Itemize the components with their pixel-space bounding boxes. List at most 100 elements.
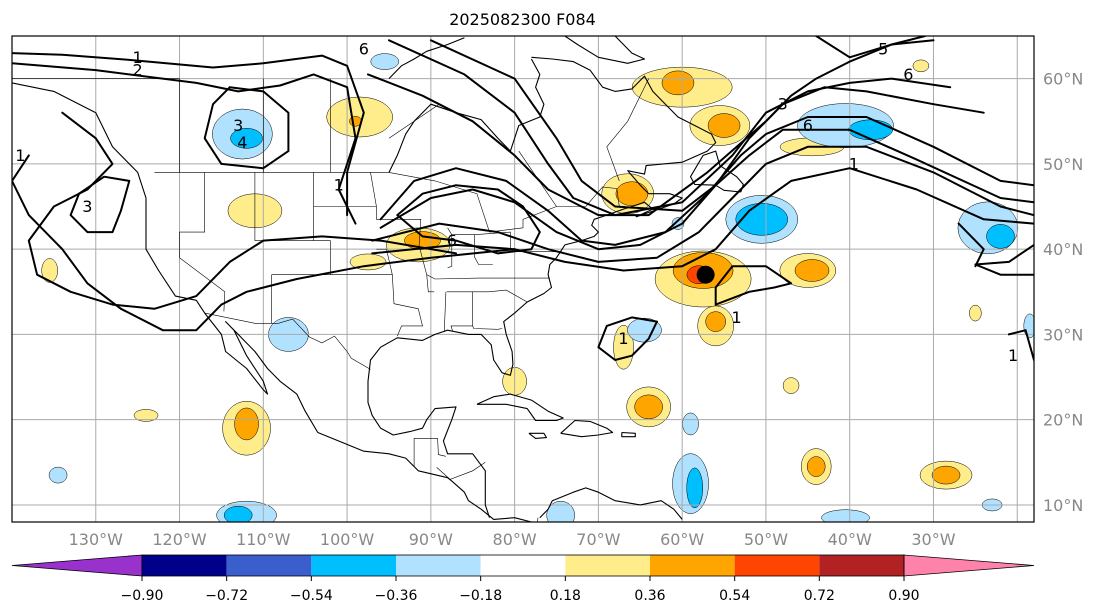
contour-lines (12, 36, 1034, 361)
border-line (154, 172, 620, 233)
contour-line (12, 52, 365, 217)
colorbar-swatch (565, 555, 650, 576)
anomaly-blob (546, 500, 575, 522)
contour-line (371, 145, 1034, 263)
contour-label: 1 (133, 48, 143, 67)
longitude-label: 80°W (493, 530, 537, 549)
contour-line (396, 184, 541, 255)
colorbar-frame (141, 554, 905, 577)
colorbar-swatch (819, 555, 904, 576)
contour-line (27, 111, 457, 310)
anomaly-blob (806, 456, 826, 477)
longitude-label: 70°W (576, 530, 620, 549)
longitude-label: 60°W (660, 530, 704, 549)
contour-label: 1 (618, 329, 628, 348)
coastline (12, 82, 532, 522)
contour-label: 1 (732, 308, 742, 327)
contour-label: 3 (778, 95, 788, 114)
colorbar-swatch (226, 555, 312, 576)
colorbar-label: −0.54 (290, 588, 333, 604)
anomaly-blob (986, 224, 1015, 249)
anomaly-blob (848, 119, 893, 141)
anomaly-blob (230, 128, 263, 149)
anomaly-blob (821, 509, 870, 522)
latitude-label: 10°N (1043, 496, 1083, 515)
longitude-label: 120°W (152, 530, 207, 549)
anomaly-blob (349, 253, 387, 271)
colorbar-label: 0.90 (888, 588, 919, 604)
latitude-labels: 10°N 20°N 30°N 40°N 50°N 60°N (1043, 70, 1083, 515)
border-line (450, 291, 473, 332)
anomaly-blob (912, 59, 930, 73)
border-line (446, 289, 528, 303)
contour-line (12, 154, 516, 332)
border-line (204, 312, 371, 370)
longitude-label: 50°W (744, 530, 788, 549)
longitude-label: 90°W (409, 530, 453, 549)
contour-label: 3 (82, 197, 92, 216)
anomaly-blob (705, 311, 726, 332)
anomaly-blob (707, 113, 741, 138)
colorbar-swatch (396, 555, 481, 576)
anomaly-blob (686, 467, 703, 509)
anomaly-blob (41, 258, 58, 283)
colorbar-swatch (311, 555, 396, 576)
coastline (621, 431, 636, 438)
colorbar: −0.90 −0.72 −0.54 −0.36 −0.18 0.18 0.36 0.54 0.7… (11, 554, 1035, 604)
latitude-label: 20°N (1043, 411, 1083, 430)
colorbar-label: 0.18 (550, 588, 581, 604)
contour-label: 4 (237, 133, 247, 152)
anomaly-blob (133, 409, 159, 422)
colorbar-swatch (734, 555, 820, 576)
border-line (472, 325, 503, 330)
border-line (179, 172, 226, 312)
map-title: 2025082300 F084 (449, 10, 596, 29)
colorbar-label: −0.72 (205, 588, 248, 604)
contour-label: 6 (903, 65, 913, 84)
anomaly-blob (615, 181, 649, 206)
border-line (444, 291, 447, 332)
coastline (476, 393, 564, 422)
contour-label: 1 (15, 146, 25, 165)
coastline (539, 487, 683, 520)
border-line (536, 517, 539, 522)
border-line (413, 438, 446, 467)
longitude-label: 110°W (236, 530, 291, 549)
border-line (606, 78, 649, 182)
contour-label: 1 (334, 176, 344, 195)
border-line (436, 462, 486, 480)
border-line (376, 248, 393, 275)
colorbar-label: 0.72 (804, 588, 835, 604)
contour-line (957, 222, 985, 268)
contour-line (714, 265, 793, 306)
coastline (388, 58, 545, 173)
coastline (560, 419, 614, 438)
anomaly-blob (48, 466, 68, 484)
contour-line (371, 167, 1034, 272)
colorbar-swatch (650, 555, 735, 576)
longitude-label: 40°W (828, 530, 872, 549)
contour-label: 6 (359, 39, 369, 58)
anomaly-blob (794, 259, 830, 282)
longitude-label: 100°W (320, 530, 375, 549)
coastline (367, 56, 717, 518)
coastline (689, 150, 744, 193)
plot-background (12, 36, 1034, 522)
colorbar-label: −0.36 (375, 588, 418, 604)
anomaly-blob (661, 70, 695, 96)
contour-line (597, 316, 658, 361)
border-line (313, 206, 550, 280)
contour-label: 2 (133, 61, 143, 80)
contour-line (367, 39, 935, 217)
longitude-label: 30°W (911, 530, 955, 549)
anomaly-blob (234, 407, 259, 441)
coastline (528, 432, 548, 439)
contour-label: 6 (803, 116, 813, 135)
longitude-label: 130°W (69, 530, 124, 549)
anomaly-blob (782, 377, 800, 394)
latitude-label: 40°N (1043, 240, 1083, 259)
border-line (426, 274, 435, 293)
contour-line (388, 39, 952, 217)
